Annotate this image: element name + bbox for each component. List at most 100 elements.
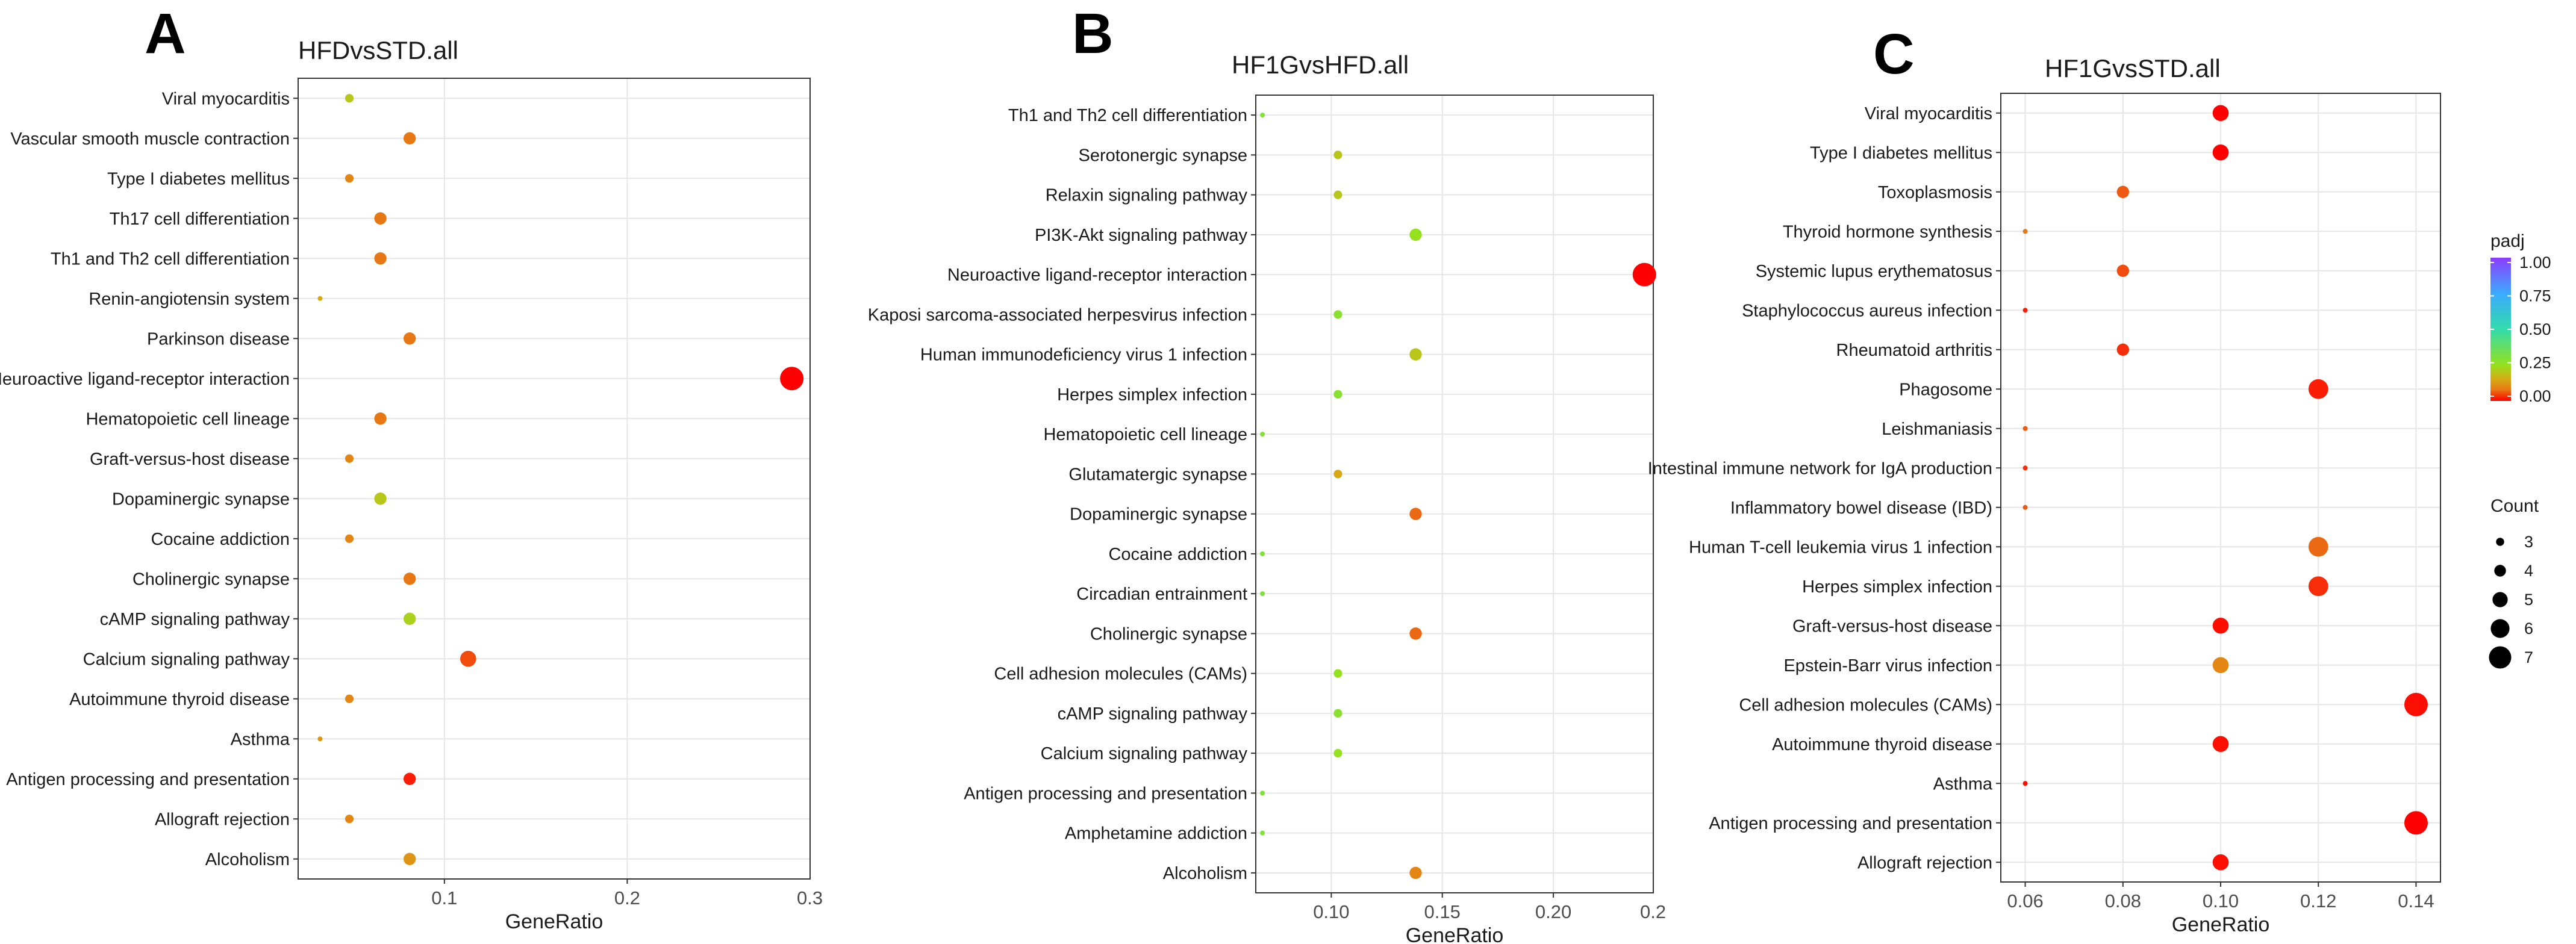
- category-label: cAMP signaling pathway: [1058, 704, 1248, 724]
- category-label: Cholinergic synapse: [1090, 624, 1247, 644]
- category-label: Renin-angiotensin system: [89, 290, 290, 309]
- data-point: [403, 573, 416, 585]
- data-point: [1409, 348, 1422, 361]
- category-label: Viral myocarditis: [162, 89, 290, 108]
- data-point: [1409, 508, 1422, 520]
- category-label: Autoimmune thyroid disease: [1772, 735, 1992, 754]
- data-point: [1333, 470, 1343, 479]
- data-point: [1409, 627, 1422, 640]
- data-point: [317, 296, 323, 301]
- size-legend-dot: [2492, 592, 2508, 607]
- size-legend-label: 5: [2524, 591, 2533, 609]
- data-point: [1409, 228, 1422, 241]
- category-label: Cell adhesion molecules (CAMs): [1739, 695, 1992, 715]
- category-label: Calcium signaling pathway: [1041, 744, 1248, 763]
- chart-title: HF1GvsSTD.all: [2045, 54, 2221, 82]
- category-label: Graft-versus-host disease: [1792, 616, 1992, 636]
- category-label: Dopaminergic synapse: [112, 489, 290, 509]
- colorbar-tick-label: 0.50: [2519, 320, 2551, 338]
- category-label: Rheumatoid arthritis: [1836, 341, 1993, 360]
- data-point: [2404, 811, 2428, 835]
- colorbar-tick-label: 0.00: [2519, 387, 2551, 405]
- size-legend-label: 4: [2524, 562, 2533, 580]
- data-point: [2212, 657, 2229, 674]
- category-label: Type I diabetes mellitus: [1810, 143, 1992, 163]
- category-label: Epstein-Barr virus infection: [1783, 656, 1992, 675]
- category-label: Herpes simplex infection: [1802, 577, 1992, 597]
- data-point: [1333, 669, 1343, 678]
- x-tick-label: 0.08: [2105, 890, 2141, 911]
- data-point: [345, 534, 354, 543]
- category-label: Alcoholism: [205, 850, 290, 869]
- category-label: Autoimmune thyroid disease: [69, 690, 290, 709]
- category-label: Graft-versus-host disease: [90, 450, 290, 469]
- category-label: Cholinergic synapse: [133, 570, 290, 589]
- x-tick-label: 0.06: [2007, 890, 2043, 911]
- category-label: Systemic lupus erythematosus: [1756, 262, 1992, 281]
- category-label: Alcoholism: [1163, 864, 1247, 883]
- data-point: [2116, 343, 2129, 356]
- data-point: [403, 852, 416, 865]
- size-legend-label: 6: [2524, 620, 2533, 638]
- data-point: [2022, 426, 2028, 431]
- category-label: Thyroid hormone synthesis: [1783, 222, 1992, 241]
- data-point: [2212, 617, 2229, 634]
- category-label: Calcium signaling pathway: [83, 650, 290, 669]
- data-point: [2022, 308, 2028, 313]
- x-tick-label: 0.20: [1535, 901, 1571, 922]
- panel-letter-b: B: [1072, 2, 1114, 66]
- data-point: [1260, 790, 1265, 796]
- data-point: [2308, 576, 2328, 597]
- category-label: Amphetamine addiction: [1065, 824, 1247, 843]
- size-legend-dot: [2489, 646, 2512, 669]
- x-tick-label-clipped: 0.2: [1640, 901, 1666, 922]
- category-label: Intestinal immune network for IgA produc…: [1648, 459, 1992, 478]
- data-point: [374, 212, 387, 225]
- colorbar-tick-label: 1.00: [2519, 253, 2551, 272]
- category-label: Circadian entrainment: [1076, 585, 1247, 604]
- category-label: Inflammatory bowel disease (IBD): [1730, 498, 1992, 518]
- size-legend-dot: [2494, 565, 2506, 577]
- data-point: [2116, 185, 2129, 198]
- data-point: [345, 94, 354, 103]
- category-label: Antigen processing and presentation: [6, 770, 290, 789]
- plot-border: [298, 78, 811, 880]
- data-point: [2022, 229, 2028, 234]
- legend-size-title: Count: [2490, 496, 2539, 516]
- data-point: [1333, 749, 1343, 758]
- dotplot-panel-c: HF1GvsSTD.all Viral myocarditis Type I dia…: [1648, 54, 2441, 936]
- category-label: Cocaine addiction: [151, 530, 290, 549]
- data-point: [345, 815, 354, 824]
- data-point: [1260, 432, 1265, 437]
- data-point: [2212, 105, 2229, 122]
- data-point: [403, 772, 416, 785]
- category-label: Vascular smooth muscle contraction: [10, 129, 290, 149]
- category-label: Human T-cell leukemia virus 1 infection: [1689, 538, 1992, 557]
- data-point: [1409, 866, 1422, 880]
- data-point: [2022, 465, 2028, 471]
- size-legend-dot: [2496, 538, 2504, 546]
- data-point: [2212, 736, 2229, 753]
- category-label: Glutamatergic synapse: [1068, 465, 1247, 484]
- size-legend-dot: [2490, 619, 2510, 638]
- category-label: Toxoplasmosis: [1878, 183, 1992, 202]
- category-label: Phagosome: [1899, 380, 1992, 399]
- category-label: Dopaminergic synapse: [1070, 505, 1247, 524]
- x-tick-label: 0.2: [614, 887, 640, 908]
- x-axis-title: GeneRatio: [2172, 913, 2270, 936]
- category-label: Neuroactive ligand-receptor interaction: [947, 266, 1247, 285]
- data-point: [374, 252, 387, 265]
- data-point: [2404, 692, 2428, 716]
- data-point: [2308, 379, 2328, 399]
- category-label: Kaposi sarcoma-associated herpesvirus in…: [868, 305, 1247, 324]
- data-point: [1333, 390, 1343, 399]
- x-tick-label: 0.12: [2300, 890, 2336, 911]
- colorbar-tick-label: 0.75: [2519, 287, 2551, 305]
- chart-title: HFDvsSTD.all: [298, 36, 458, 64]
- data-point: [1260, 551, 1265, 556]
- data-point: [403, 612, 416, 625]
- data-point: [317, 736, 323, 742]
- category-label: Type I diabetes mellitus: [107, 169, 290, 188]
- category-label: Th17 cell differentiation: [110, 210, 290, 229]
- data-point: [345, 174, 354, 183]
